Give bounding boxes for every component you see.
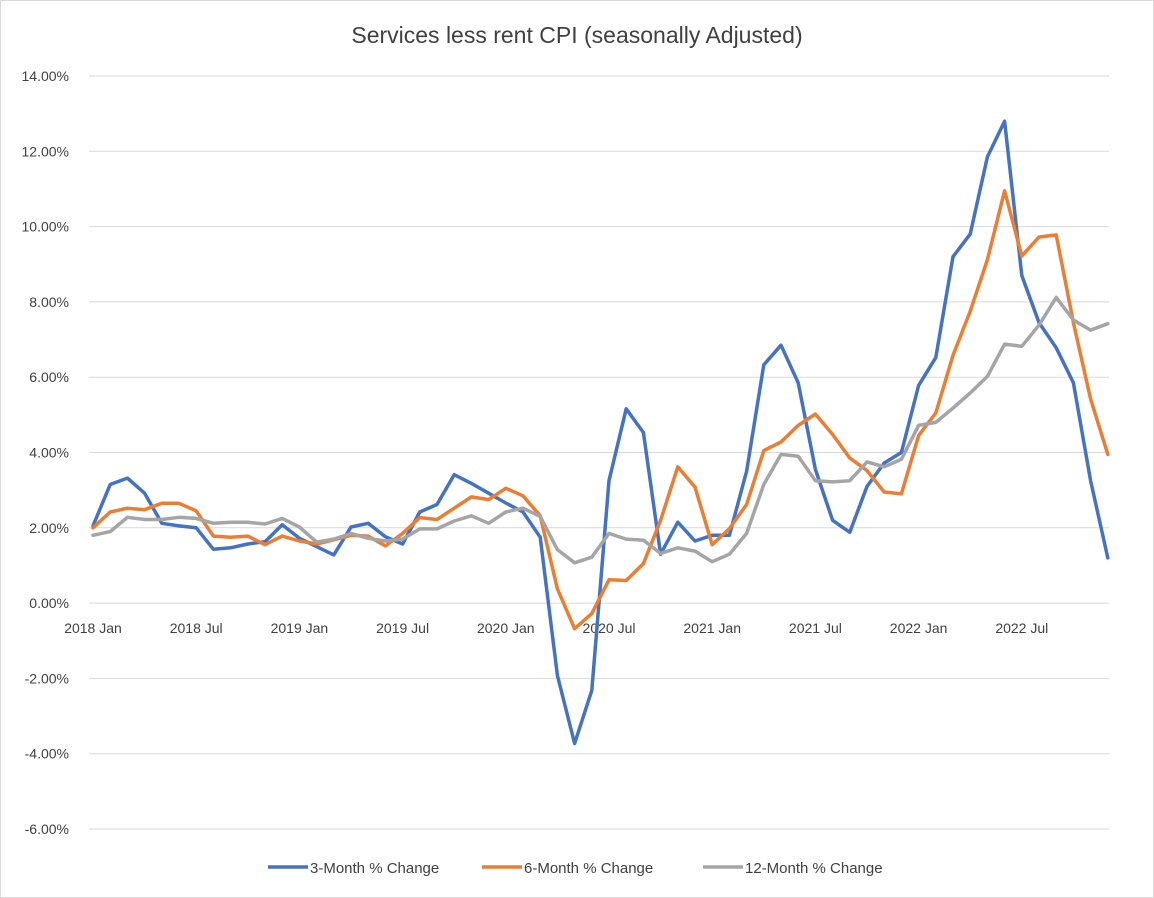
- x-tick-label: 2021 Jul: [789, 620, 842, 636]
- legend-label: 12-Month % Change: [745, 860, 883, 877]
- y-tick-label: 12.00%: [22, 143, 69, 159]
- x-tick-label: 2021 Jan: [683, 620, 741, 636]
- x-tick-label: 2019 Jul: [376, 620, 429, 636]
- y-tick-label: 2.00%: [29, 520, 69, 536]
- x-tick-label: 2019 Jan: [271, 620, 329, 636]
- legend: 3-Month % Change 6-Month % Change 12-Month…: [268, 860, 883, 877]
- x-tick-label: 2020 Jul: [583, 620, 636, 636]
- x-tick-label: 2018 Jul: [170, 620, 223, 636]
- series-line-2: [91, 189, 1110, 631]
- x-tick-label: 2020 Jan: [477, 620, 535, 636]
- chart-title: Services less rent CPI (seasonally Adjus…: [351, 22, 802, 48]
- series-line-3: [91, 295, 1110, 565]
- legend-item: 12-Month % Change: [703, 860, 883, 877]
- y-tick-label: 6.00%: [29, 369, 69, 385]
- y-tick-label: 4.00%: [29, 445, 69, 461]
- legend-label: 3-Month % Change: [310, 860, 439, 877]
- y-tick-label: 14.00%: [22, 68, 69, 84]
- y-tick-label: -2.00%: [25, 670, 69, 686]
- y-tick-label: 10.00%: [22, 219, 69, 235]
- series-line-1: [91, 119, 1110, 746]
- legend-label: 6-Month % Change: [524, 860, 653, 877]
- y-axis-tick-labels: 14.00% 12.00% 10.00% 8.00% 6.00% 4.00% 2.00% 0.…: [22, 68, 69, 837]
- y-tick-label: 0.00%: [29, 595, 69, 611]
- x-tick-label: 2018 Jan: [64, 620, 122, 636]
- series-lines: [91, 119, 1110, 746]
- x-tick-label: 2022 Jan: [890, 620, 948, 636]
- gridlines: [89, 75, 1109, 830]
- y-tick-label: 8.00%: [29, 294, 69, 310]
- legend-item: 6-Month % Change: [482, 860, 653, 877]
- y-tick-label: -6.00%: [25, 821, 69, 837]
- y-tick-label: -4.00%: [25, 746, 69, 762]
- legend-item: 3-Month % Change: [268, 860, 439, 877]
- x-tick-label: 2022 Jul: [995, 620, 1048, 636]
- x-axis-tick-labels: 2018 Jan 2018 Jul 2019 Jan 2019 Jul 2020 Jan…: [64, 620, 1048, 636]
